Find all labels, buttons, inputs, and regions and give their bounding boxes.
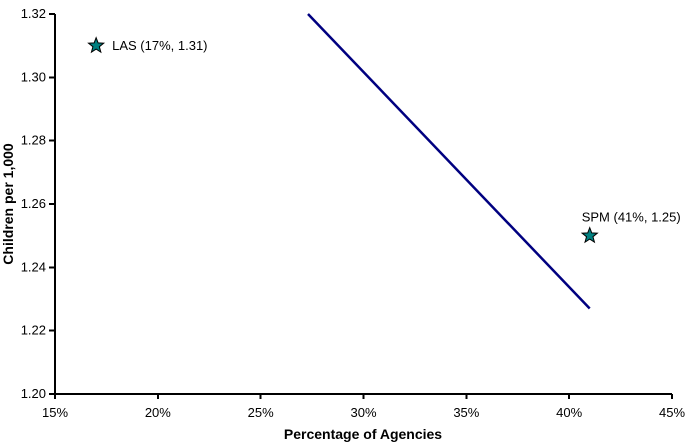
x-tick-label: 25% [248, 405, 274, 420]
x-tick-label: 35% [453, 405, 479, 420]
x-axis-title: Percentage of Agencies [284, 426, 442, 442]
star-marker-las [87, 36, 106, 54]
star-marker-spm [580, 226, 599, 244]
y-tick-label: 1.30 [21, 69, 46, 84]
point-label-spm: SPM (41%, 1.25) [582, 210, 681, 225]
ticks-group [49, 13, 673, 399]
y-tick-label: 1.20 [21, 386, 46, 401]
x-tick-label: 45% [659, 405, 685, 420]
y-tick-label: 1.32 [21, 6, 46, 21]
data-points-group: LAS (17%, 1.31) SPM (41%, 1.25) [87, 36, 681, 244]
x-tick-label: 20% [145, 405, 171, 420]
point-label-las: LAS (17%, 1.31) [112, 38, 207, 53]
tick-labels-group: 15% 20% 25% 30% 35% 40% 45% 1.20 1.22 1.24 1.26 1.2… [21, 6, 686, 420]
x-tick-label: 30% [350, 405, 376, 420]
y-tick-label: 1.26 [21, 196, 46, 211]
y-axis-title: Children per 1,000 [0, 143, 16, 265]
trend-line [307, 13, 591, 310]
trend-line-group [307, 13, 591, 310]
x-tick-label: 40% [556, 405, 582, 420]
y-tick-label: 1.22 [21, 323, 46, 338]
y-tick-label: 1.24 [21, 259, 46, 274]
y-tick-label: 1.28 [21, 133, 46, 148]
x-tick-label: 15% [42, 405, 68, 420]
